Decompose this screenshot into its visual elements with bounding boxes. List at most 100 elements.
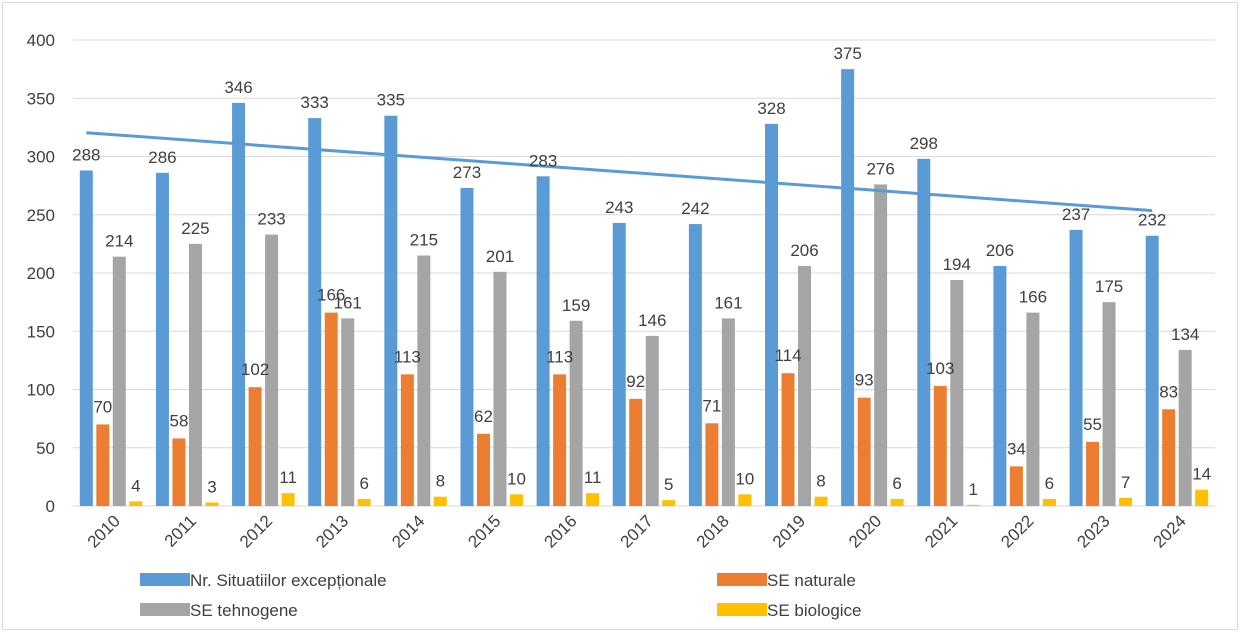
y-tick-label: 50 [36,439,55,458]
bar-se-tehnogene-2013 [341,318,355,506]
bar-se-biologice-2020 [890,499,904,506]
bar-se-naturale-2017 [629,398,643,506]
bar-se-naturale-2019 [781,373,795,506]
bar-se-biologice-2016 [586,493,600,506]
x-tick-label: 2021 [921,511,961,551]
bar-se-naturale-2020 [857,397,871,506]
bar-se-biologice-2012 [281,493,295,506]
legend-label: Nr. Situatiilor excepționale [190,571,387,590]
data-label: 6 [359,474,368,493]
data-label: 166 [317,286,345,305]
bar-se-naturale-2018 [705,423,719,506]
bar-se-naturale-2021 [933,386,947,506]
y-tick-label: 150 [27,322,55,341]
trendline [86,131,1153,213]
data-label: 6 [1045,474,1054,493]
bar-se-tehnogene-2010 [112,256,126,506]
data-labels: 2887021442865822533461022331133316616163… [72,44,1211,499]
y-tick-label: 0 [46,497,55,516]
data-label: 34 [1007,439,1026,458]
data-label: 273 [453,163,481,182]
bar-nr-situatiilor-excep-ionale-2022 [993,266,1007,506]
data-label: 286 [148,148,176,167]
bar-nr-situatiilor-excep-ionale-2014 [384,115,398,506]
data-label: 283 [529,151,557,170]
legend-label: SE naturale [767,571,856,590]
data-label: 232 [1138,211,1166,230]
bar-se-tehnogene-2011 [188,243,202,506]
data-label: 201 [486,247,514,266]
data-label: 1 [969,480,978,499]
data-label: 55 [1083,415,1102,434]
data-label: 6 [892,474,901,493]
data-label: 10 [735,469,754,488]
data-label: 215 [410,231,438,250]
data-label: 70 [93,397,112,416]
data-label: 288 [72,145,100,164]
data-label: 5 [664,475,673,494]
x-tick-label: 2024 [1150,511,1190,551]
bar-nr-situatiilor-excep-ionale-2018 [688,224,702,506]
data-label: 102 [241,360,269,379]
x-tick-label: 2017 [617,511,657,551]
data-label: 346 [224,78,252,97]
bar-se-biologice-2011 [205,502,219,506]
data-label: 11 [584,468,602,487]
y-axis-ticks: 0 50 100 150 200 250 300 350 400 [27,31,55,516]
bar-se-biologice-2018 [738,494,752,506]
bar-se-biologice-2021 [966,504,980,506]
data-label: 233 [257,210,285,229]
bar-nr-situatiilor-excep-ionale-2011 [155,172,169,506]
data-label: 58 [169,411,188,430]
bar-se-biologice-2019 [814,496,828,506]
data-label: 214 [105,232,133,251]
legend-swatch [717,573,767,586]
bar-se-tehnogene-2021 [950,279,964,506]
bar-nr-situatiilor-excep-ionale-2023 [1069,229,1083,506]
bar-se-tehnogene-2023 [1102,302,1116,506]
x-axis-ticks: 2010 2011 2012 2013 2014 2015 2016 2017 2018 2019… [84,511,1190,551]
bar-se-tehnogene-2020 [874,184,888,506]
bar-se-tehnogene-2015 [493,271,507,506]
data-label: 11 [279,468,297,487]
x-tick-label: 2023 [1073,511,1113,551]
bar-se-naturale-2015 [476,433,490,506]
data-label: 114 [774,346,801,365]
bar-se-biologice-2013 [357,499,371,506]
bar-nr-situatiilor-excep-ionale-2010 [79,170,93,507]
data-label: 243 [605,198,633,217]
x-tick-label: 2022 [997,511,1037,551]
bar-se-naturale-2022 [1009,466,1023,506]
data-label: 71 [702,396,721,415]
bars [79,69,1209,507]
x-tick-label: 2010 [84,511,124,551]
data-label: 242 [681,199,709,218]
data-label: 62 [474,407,493,426]
legend-label: SE biologice [767,601,862,620]
y-tick-label: 250 [27,206,55,225]
y-tick-label: 350 [27,89,55,108]
gridlines [73,39,1215,507]
data-label: 276 [866,159,894,178]
data-label: 161 [714,293,742,312]
bar-se-tehnogene-2019 [798,266,812,506]
legend-swatch [140,603,190,616]
bar-se-tehnogene-2014 [417,255,431,506]
bar-nr-situatiilor-excep-ionale-2013 [308,118,322,507]
x-tick-label: 2011 [161,511,200,550]
x-tick-label: 2013 [312,511,352,551]
data-label: 194 [943,255,971,274]
data-label: 113 [394,347,421,366]
data-label: 328 [757,99,785,118]
data-label: 333 [301,93,329,112]
data-label: 8 [436,472,445,491]
data-label: 161 [334,293,362,312]
data-label: 298 [910,134,938,153]
bar-nr-situatiilor-excep-ionale-2017 [612,222,626,506]
bar-se-tehnogene-2018 [721,318,735,506]
x-tick-label: 2019 [769,511,809,551]
data-label: 206 [790,241,818,260]
legend-label: SE tehnogene [190,601,298,620]
data-label: 166 [1019,288,1047,307]
bar-se-tehnogene-2016 [569,320,583,506]
